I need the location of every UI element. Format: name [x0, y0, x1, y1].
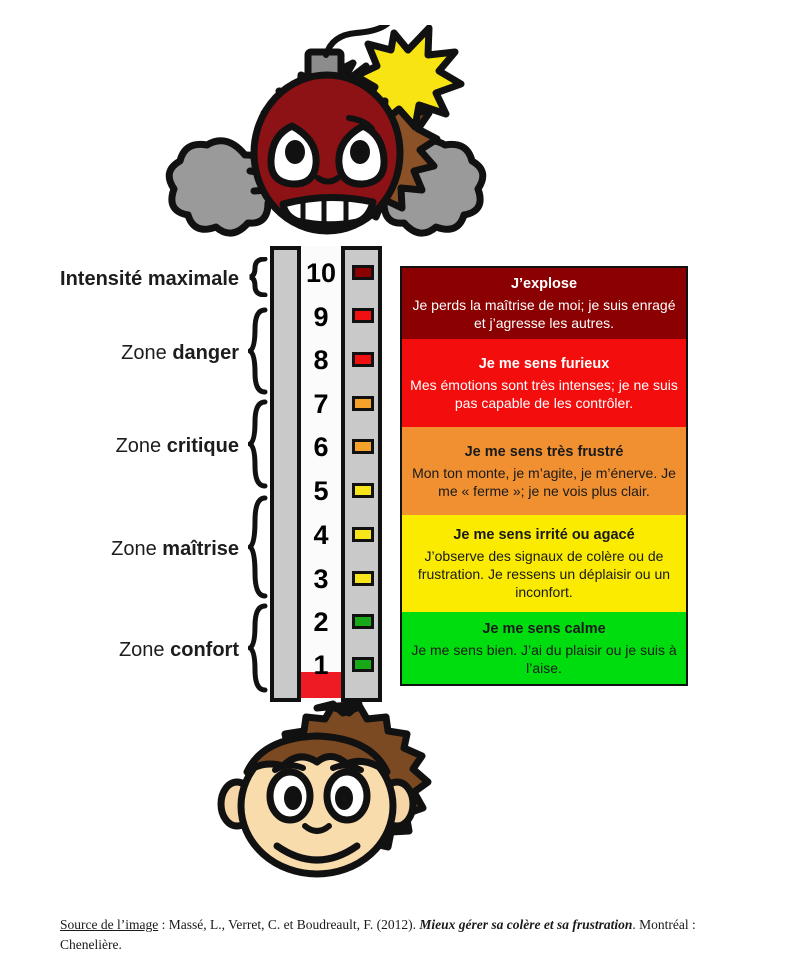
thermometer-scale-strip — [297, 246, 345, 702]
thermometer-mercury-fill — [301, 672, 341, 698]
legend-body-irrite-agace: J’observe des signaux de colère ou de fr… — [417, 548, 671, 600]
scale-number-7: 7 — [313, 389, 329, 419]
source-suffix: . Montréal : Chenelière. — [60, 917, 696, 952]
legend-title-tres-frustre: Je me sens très frustré — [464, 443, 624, 460]
brace-critique — [245, 399, 270, 494]
color-chip-6 — [352, 439, 374, 454]
legend-block-calme: Je me sens calme Je me sens bien. J’ai d… — [402, 612, 686, 684]
color-chip-7 — [352, 396, 374, 411]
zone-row-intensite-maximale: Intensité maximale — [42, 256, 270, 302]
legend-block-furieux: Je me sens furieux Mes émotions sont trè… — [402, 339, 686, 427]
zone-label-intensite-maximale: Intensité maximale — [60, 268, 239, 291]
zone-label-keyword: confort — [170, 638, 239, 661]
angry-exploding-head-icon — [150, 25, 500, 260]
color-chip-2 — [352, 614, 374, 629]
zone-label-keyword: Intensité maximale — [60, 267, 239, 290]
zone-row-maitrise: Zone maîtrise — [42, 495, 270, 604]
legend-title-furieux: Je me sens furieux — [478, 355, 610, 372]
brace-maitrise — [245, 495, 270, 604]
color-chip-4 — [352, 527, 374, 542]
legend-block-explose: J’explose Je perds la maîtrise de moi; j… — [402, 268, 686, 339]
legend-title-calme: Je me sens calme — [482, 620, 606, 637]
zone-row-confort: Zone confort — [42, 603, 270, 698]
source-label: Source de l’image — [60, 917, 159, 932]
zone-row-critique: Zone critique — [42, 399, 270, 494]
zone-label-critique: Zone critique — [116, 435, 239, 458]
brace-intensite-maximale — [248, 256, 270, 302]
source-book-title: Mieux gérer sa colère et sa frustration — [419, 917, 633, 932]
scale-number-5: 5 — [313, 476, 329, 506]
color-chip-5 — [352, 483, 374, 498]
legend-block-tres-frustre: Je me sens très frustré Mon ton monte, j… — [402, 427, 686, 515]
thermometer-color-chips — [352, 246, 378, 702]
legend-body-tres-frustre: Mon ton monte, je m’agite, je m’énerve. … — [412, 464, 676, 499]
emotion-legend-panel: J’explose Je perds la maîtrise de moi; j… — [400, 266, 688, 686]
brace-danger — [245, 307, 270, 400]
zone-label-keyword: danger — [172, 341, 239, 364]
zone-label-prefix: Zone — [118, 638, 171, 661]
zone-label-prefix: Zone — [111, 537, 163, 560]
scale-number-8: 8 — [313, 345, 329, 375]
zone-row-danger: Zone danger — [42, 307, 270, 400]
legend-block-irrite-agace: Je me sens irrité ou agacé J’observe des… — [402, 515, 686, 612]
zone-label-prefix: Zone — [115, 434, 167, 457]
color-chip-10 — [352, 265, 374, 280]
legend-body-explose: Je perds la maîtrise de moi; je suis enr… — [412, 297, 676, 331]
anger-thermometer: 10 9 8 7 6 5 4 3 2 1 — [270, 246, 382, 702]
scale-number-2: 2 — [313, 607, 329, 637]
legend-title-irrite-agace: Je me sens irrité ou agacé — [453, 527, 635, 543]
scale-number-4: 4 — [313, 520, 329, 550]
brace-confort — [245, 603, 270, 698]
legend-title-explose: J’explose — [510, 276, 578, 292]
color-chip-8 — [352, 352, 374, 367]
zone-label-keyword: maîtrise — [162, 537, 239, 560]
legend-body-furieux: Mes émotions sont très intenses; je ne s… — [410, 376, 678, 411]
color-chip-3 — [352, 571, 374, 586]
zone-label-keyword: critique — [166, 434, 239, 457]
scale-number-6: 6 — [313, 432, 329, 462]
zone-label-prefix: Zone — [121, 341, 173, 364]
scale-number-3: 3 — [313, 564, 329, 594]
scale-number-10: 10 — [305, 258, 337, 288]
thermometer-scale-numbers: 10 9 8 7 6 5 4 3 2 1 — [297, 246, 345, 702]
zone-label-danger: Zone danger — [121, 342, 239, 365]
scale-number-9: 9 — [313, 302, 329, 332]
scale-number-1: 1 — [313, 650, 329, 680]
zone-label-confort: Zone confort — [119, 639, 239, 662]
source-middle: : Massé, L., Verret, C. et Boudreault, F… — [158, 917, 420, 932]
source-caption: Source de l’image : Massé, L., Verret, C… — [60, 915, 750, 955]
color-chip-9 — [352, 308, 374, 323]
legend-body-calme: Je me sens bien. J’ai du plaisir ou je s… — [411, 641, 677, 676]
zone-label-maitrise: Zone maîtrise — [111, 538, 239, 561]
calm-smiling-head-icon — [185, 700, 450, 885]
color-chip-1 — [352, 657, 374, 672]
